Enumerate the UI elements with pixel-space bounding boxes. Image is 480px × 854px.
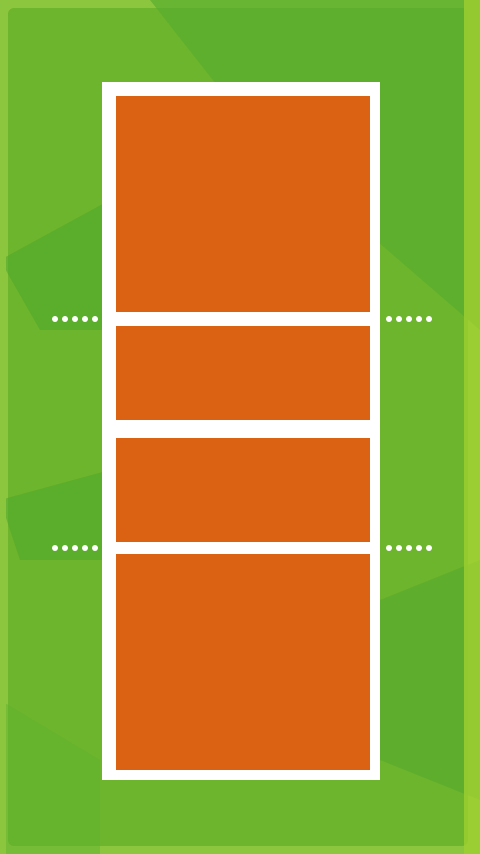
attack-line-marker-bottom-right bbox=[386, 545, 432, 551]
attack-line-marker-top-right bbox=[386, 316, 432, 322]
court bbox=[102, 82, 380, 780]
court-zone-front-top bbox=[116, 326, 370, 420]
court-zone-back-top bbox=[116, 96, 370, 312]
attack-line-marker-top-left bbox=[52, 316, 98, 322]
attack-line-marker-bottom-left bbox=[52, 545, 98, 551]
court-zone-front-bottom bbox=[116, 438, 370, 542]
court-zone-back-bottom bbox=[116, 554, 370, 770]
